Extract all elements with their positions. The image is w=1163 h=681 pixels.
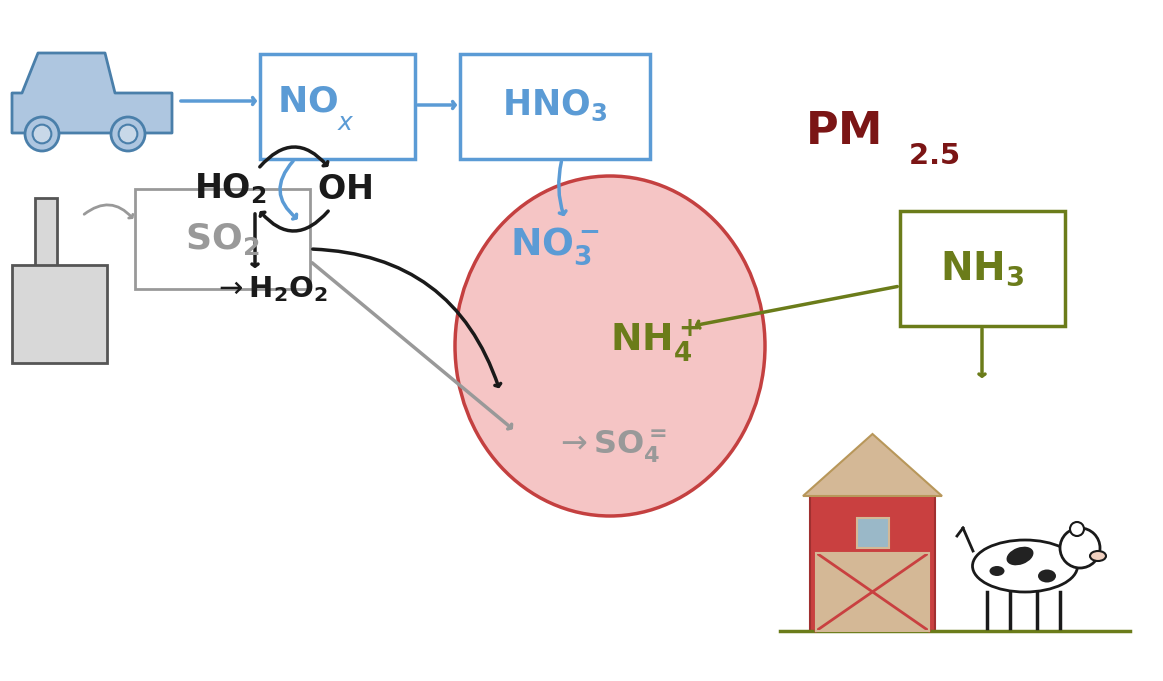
Text: $\mathbf{NO_3^-}$: $\mathbf{NO_3^-}$ [511,225,600,267]
Ellipse shape [1039,569,1056,582]
Text: $\mathbf{NH_3}$: $\mathbf{NH_3}$ [940,250,1025,288]
FancyBboxPatch shape [900,211,1065,326]
FancyBboxPatch shape [12,265,107,363]
Ellipse shape [455,176,765,516]
Text: $\mathbf{PM}$: $\mathbf{PM}$ [805,110,880,153]
FancyBboxPatch shape [261,54,415,159]
FancyBboxPatch shape [461,54,650,159]
Text: $\mathbf{NH_4^+}$: $\mathbf{NH_4^+}$ [611,318,700,364]
Ellipse shape [1090,551,1106,561]
Circle shape [33,125,51,143]
Circle shape [1070,522,1084,536]
Circle shape [119,125,137,143]
FancyBboxPatch shape [135,189,311,289]
FancyBboxPatch shape [816,553,929,631]
Text: $\mathbf{OH}$: $\mathbf{OH}$ [317,172,372,206]
Ellipse shape [990,566,1005,576]
Ellipse shape [972,540,1077,592]
Text: $\mathbf{NO}$: $\mathbf{NO}$ [278,84,338,118]
Text: $\rightarrow\mathbf{H_2O_2}$: $\rightarrow\mathbf{H_2O_2}$ [213,274,328,304]
FancyBboxPatch shape [35,198,57,266]
FancyBboxPatch shape [856,518,889,548]
Polygon shape [802,434,942,496]
Text: $\rightarrow\mathbf{SO_4^{=}}$: $\rightarrow\mathbf{SO_4^{=}}$ [554,427,666,464]
Polygon shape [12,53,172,133]
Circle shape [1059,528,1100,568]
Text: $\mathbf{HO_2}$: $\mathbf{HO_2}$ [193,172,266,206]
Text: $\mathit{x}$: $\mathit{x}$ [337,112,355,136]
Text: $\mathbf{HNO_3}$: $\mathbf{HNO_3}$ [502,87,607,123]
Ellipse shape [1006,547,1034,565]
FancyBboxPatch shape [809,496,935,631]
Circle shape [24,117,59,151]
Circle shape [110,117,145,151]
Text: $\mathbf{SO_2}$: $\mathbf{SO_2}$ [185,221,259,257]
Text: $\mathbf{2.5}$: $\mathbf{2.5}$ [908,142,959,170]
